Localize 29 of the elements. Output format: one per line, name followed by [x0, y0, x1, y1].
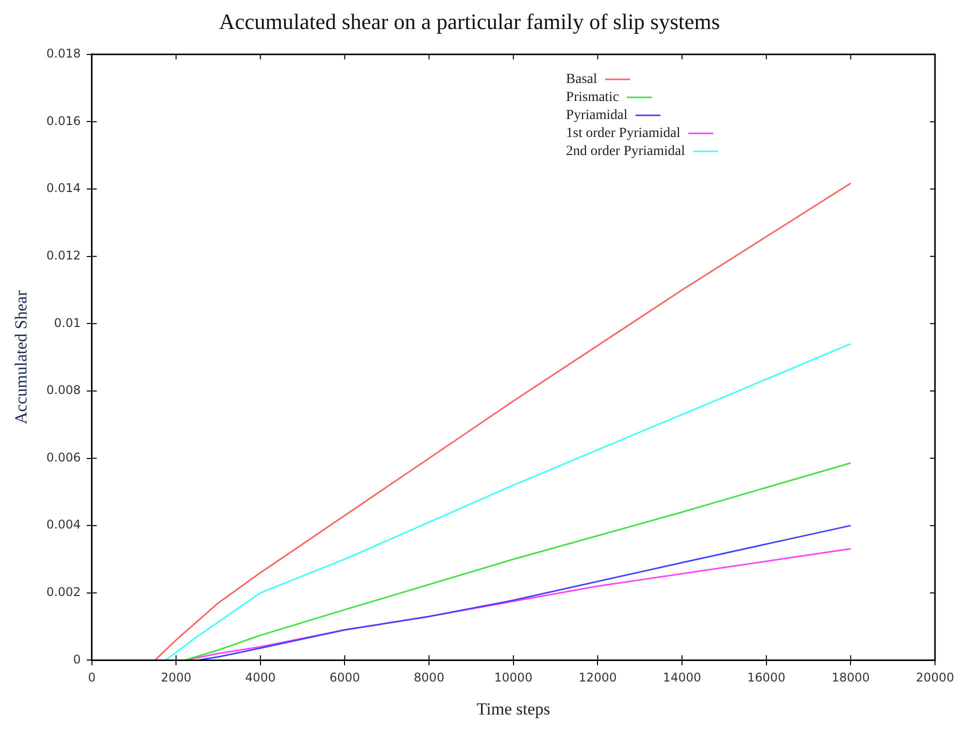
x-axis-title: Time steps	[476, 699, 550, 718]
x-tick-label: 12000	[578, 670, 617, 685]
x-tick-label: 0	[88, 670, 96, 685]
x-tick-label: 6000	[329, 670, 360, 685]
y-tick-label: 0.004	[46, 518, 81, 532]
legend-label: 1st order Pyriamidal	[566, 126, 680, 142]
y-tick-label: 0.008	[46, 383, 81, 398]
y-axis-title: Accumulated Shear	[12, 290, 31, 424]
y-tick-label: 0.012	[46, 248, 81, 262]
x-tick-label: 16000	[747, 670, 786, 685]
x-tick-label: 14000	[662, 670, 702, 685]
legend-label: 2nd order Pyriamidal	[566, 144, 686, 160]
legend-label: Basal	[566, 72, 598, 88]
x-tick-label: 4000	[245, 670, 276, 685]
y-tick-label: 0.002	[46, 585, 81, 600]
x-tick-label: 8000	[414, 670, 444, 685]
chart-title: Accumulated shear on a particular family of slip systems	[219, 8, 720, 34]
legend-label: Pyriamidal	[566, 108, 628, 124]
y-tick-label: 0	[73, 652, 81, 666]
legend-label: Prismatic	[566, 90, 619, 106]
y-tick-label: 0.018	[46, 46, 81, 61]
x-tick-label: 2000	[160, 670, 192, 685]
y-tick-label: 0.016	[46, 114, 81, 128]
y-tick-label: 0.014	[46, 181, 81, 196]
x-tick-label: 10000	[494, 670, 532, 685]
x-tick-label: 18000	[832, 670, 870, 685]
y-tick-label: 0.006	[46, 450, 81, 464]
y-tick-label: 0.01	[54, 316, 81, 330]
x-tick-label: 20000	[916, 670, 954, 685]
